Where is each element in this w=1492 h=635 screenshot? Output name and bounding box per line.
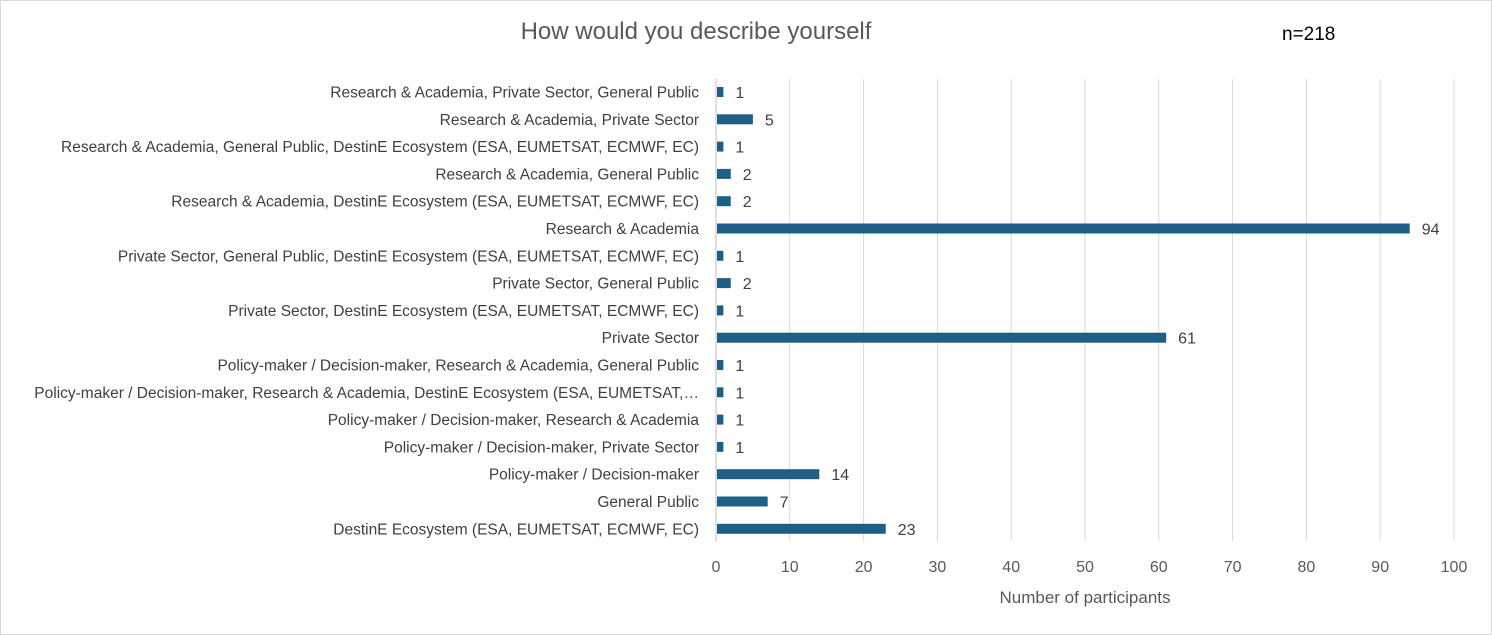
- x-tick-label: 70: [1224, 559, 1242, 576]
- bar: [717, 223, 1410, 234]
- sample-size-label: n=218: [1282, 24, 1336, 45]
- x-tick-label: 10: [781, 559, 799, 576]
- value-label: 94: [1422, 222, 1440, 239]
- category-label: General Public: [597, 494, 699, 511]
- bar: [717, 523, 886, 534]
- bar: [717, 141, 724, 152]
- value-label: 2: [743, 276, 752, 293]
- category-label: Private Sector, General Public: [492, 276, 699, 293]
- x-tick-label: 60: [1150, 559, 1168, 576]
- value-labels: 1 5 1 2 2 94 1 2 1 61 1 1 1 1 14 7 23: [735, 85, 1439, 539]
- value-label: 1: [735, 385, 744, 402]
- value-label: 1: [735, 249, 744, 266]
- category-label: Research & Academia, Private Sector, Gen…: [330, 85, 699, 102]
- value-label: 1: [735, 140, 744, 157]
- gridlines: [715, 79, 1455, 541]
- category-label: Policy-maker / Decision-maker: [489, 467, 699, 484]
- bar: [717, 469, 820, 480]
- value-label: 7: [780, 495, 789, 512]
- x-tick-label: 40: [1002, 559, 1020, 576]
- category-label: Private Sector, General Public, DestinE …: [118, 248, 699, 265]
- value-label: 1: [735, 440, 744, 457]
- bar: [717, 305, 724, 316]
- value-label: 1: [735, 85, 744, 102]
- bar: [717, 196, 731, 207]
- x-tick-label: 100: [1441, 559, 1468, 576]
- bar: [717, 496, 768, 507]
- category-label: Policy-maker / Decision-maker, Research …: [34, 385, 699, 402]
- category-label: Policy-maker / Decision-maker, Research …: [217, 358, 699, 375]
- x-axis-title: Number of participants: [999, 588, 1170, 607]
- bar: [717, 387, 724, 398]
- bars: [717, 87, 1410, 534]
- x-tick-label: 50: [1076, 559, 1094, 576]
- bar: [717, 87, 724, 97]
- category-label: Policy-maker / Decision-maker, Private S…: [384, 439, 699, 456]
- value-label: 1: [735, 303, 744, 320]
- x-tick-label: 90: [1371, 559, 1389, 576]
- category-label: DestinE Ecosystem (ESA, EUMETSAT, ECMWF,…: [333, 521, 699, 538]
- bar: [717, 414, 724, 425]
- bar: [717, 168, 731, 179]
- bar: [717, 114, 753, 125]
- x-tick-label: 80: [1298, 559, 1316, 576]
- chart-title: How would you describe yourself: [520, 18, 872, 45]
- value-label: 5: [765, 112, 774, 129]
- bar: [717, 278, 731, 289]
- x-tick-labels: 0 10 20 30 40 50 60 70 80 90 100: [712, 559, 1468, 576]
- value-label: 23: [898, 522, 916, 539]
- x-tick-label: 0: [712, 559, 721, 576]
- x-tick-label: 20: [855, 559, 873, 576]
- category-labels: Research & Academia, Private Sector, Gen…: [34, 85, 699, 539]
- value-label: 61: [1178, 331, 1196, 348]
- bar: [717, 250, 724, 261]
- category-label: Private Sector, DestinE Ecosystem (ESA, …: [228, 303, 699, 320]
- x-tick-label: 30: [929, 559, 947, 576]
- value-label: 1: [735, 413, 744, 430]
- value-label: 14: [831, 467, 849, 484]
- category-label: Research & Academia: [546, 221, 700, 238]
- category-label: Research & Academia, General Public: [435, 166, 699, 183]
- bar: [717, 360, 724, 370]
- value-label: 2: [743, 194, 752, 211]
- category-label: Research & Academia, General Public, Des…: [61, 139, 699, 156]
- value-label: 2: [743, 167, 752, 184]
- category-label: Research & Academia, Private Sector: [440, 112, 699, 129]
- category-label: Research & Academia, DestinE Ecosystem (…: [171, 194, 699, 211]
- category-label: Private Sector: [602, 330, 699, 347]
- category-label: Policy-maker / Decision-maker, Research …: [328, 412, 700, 429]
- value-label: 1: [735, 358, 744, 375]
- bar: [717, 332, 1167, 343]
- bar: [717, 441, 724, 452]
